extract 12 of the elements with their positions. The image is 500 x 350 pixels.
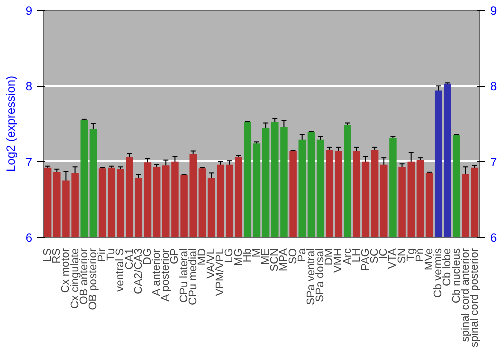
x-tick-label: RS bbox=[51, 248, 64, 264]
y2-tick-label: 8 bbox=[490, 80, 498, 94]
y-tick-label: 7 bbox=[26, 155, 33, 170]
y2-tick-label: 9 bbox=[490, 4, 498, 18]
y-tick-label: 6 bbox=[26, 231, 33, 245]
y-tick-label: 9 bbox=[26, 4, 33, 18]
y-tick-label: 8 bbox=[26, 80, 33, 94]
x-tick-label: CPu medial bbox=[187, 248, 200, 306]
y-axis-title: Log2 (expression) bbox=[4, 76, 18, 172]
x-tick-label: DG bbox=[142, 248, 154, 265]
y2-tick-label: 6 bbox=[490, 231, 498, 245]
y2-tick-label: 7 bbox=[490, 155, 498, 170]
